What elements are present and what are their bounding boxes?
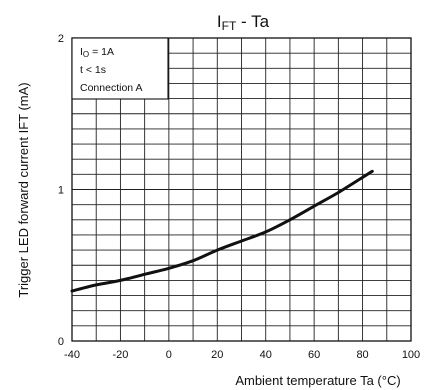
x-axis-label: Ambient temperature Ta (°C) xyxy=(235,373,400,388)
x-tick-label: 20 xyxy=(211,349,223,361)
annotation-line-3: Connection A xyxy=(80,82,142,94)
chart-title-sub: FT xyxy=(222,19,237,33)
y-axis-label: Trigger LED forward current IFT (mA) xyxy=(16,82,31,297)
series-line xyxy=(70,169,374,293)
x-tick-label: -40 xyxy=(64,349,80,361)
annotation-box xyxy=(71,37,169,100)
annotation-line-1-main: I xyxy=(80,46,83,58)
annotation-line-1: IO = 1A xyxy=(80,46,114,59)
x-tick-label: -20 xyxy=(112,349,128,361)
chart-title-rest: - Ta xyxy=(236,12,269,31)
annotation-line-2: t < 1s xyxy=(80,64,106,76)
x-tick-label: 0 xyxy=(166,349,172,361)
y-tick-label: 0 xyxy=(58,336,64,348)
x-tick-label: 80 xyxy=(356,349,368,361)
grid xyxy=(72,38,411,341)
chart-title: IFT - Ta xyxy=(217,12,270,33)
x-tick-label: 100 xyxy=(402,349,420,361)
annotation-line-1-rest: = 1A xyxy=(89,46,114,58)
x-tick-label: 40 xyxy=(260,349,272,361)
chart-title-main: I xyxy=(217,12,222,31)
y-tick-label: 1 xyxy=(58,185,64,197)
y-tick-label: 2 xyxy=(58,33,64,45)
x-tick-label: 60 xyxy=(308,349,320,361)
annotation-line-1-sub: O xyxy=(83,50,89,59)
plot-frame xyxy=(71,37,412,342)
x-tick-labels: -40 -20 0 20 40 60 80 100 xyxy=(64,349,420,361)
y-tick-labels: 0 1 2 xyxy=(58,33,64,348)
